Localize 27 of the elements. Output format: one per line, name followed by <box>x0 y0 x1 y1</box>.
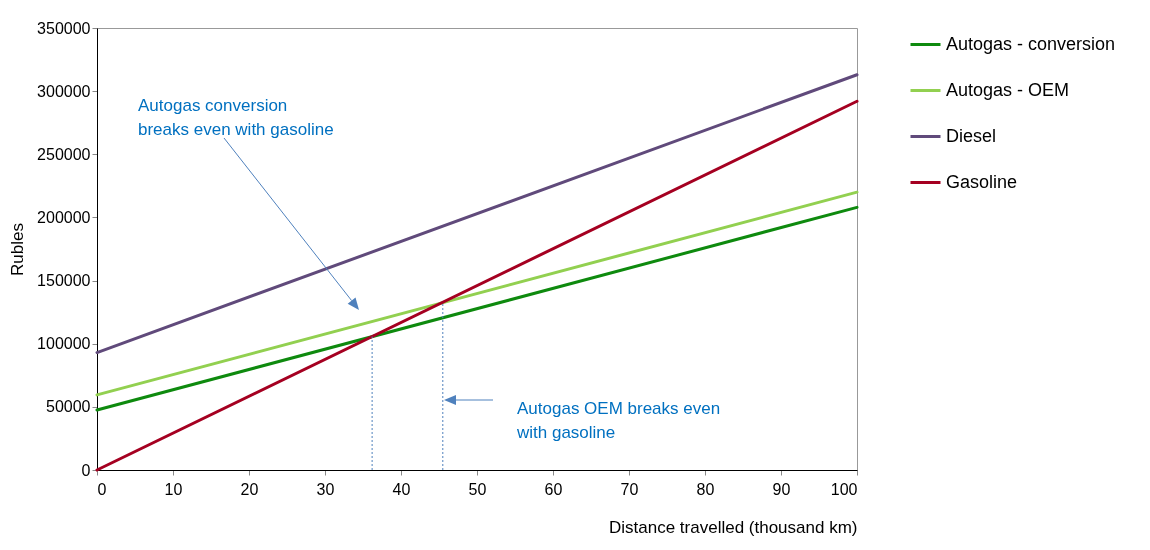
x-tick-label: 60 <box>544 480 563 498</box>
y-tick-label: 250000 <box>37 145 91 163</box>
legend-label: Gasoline <box>946 171 1018 192</box>
x-tick-label: 100 <box>830 480 858 498</box>
legend-label: Diesel <box>946 125 997 146</box>
annotation: Autogas OEM breaks even with gasoline <box>516 399 721 442</box>
x-tick-label: 80 <box>696 480 715 498</box>
x-tick-label: 20 <box>240 480 259 498</box>
y-tick-label: 350000 <box>37 19 91 37</box>
x-tick-label: 90 <box>772 480 791 498</box>
x-tick-label: 70 <box>620 480 639 498</box>
y-tick-label: 100000 <box>37 335 91 353</box>
x-tick-label: 30 <box>316 480 335 498</box>
y-tick-label: 0 <box>81 461 91 479</box>
x-tick-label: 40 <box>392 480 411 498</box>
legend-label: Autogas - OEM <box>946 79 1070 100</box>
x-tick-label: 50 <box>468 480 487 498</box>
x-tick-label: 0 <box>97 480 107 498</box>
annotation: Autogas conversion breaks even with gasoline <box>138 96 334 139</box>
x-axis-title: Distance travelled (thousand km) <box>608 517 858 537</box>
x-tick-label: 10 <box>164 480 183 498</box>
legend-label: Autogas - conversion <box>946 33 1116 54</box>
y-tick-label: 50000 <box>46 398 91 416</box>
y-tick-label: 150000 <box>37 272 91 290</box>
y-axis-title: Rubles <box>8 223 28 276</box>
y-tick-label: 200000 <box>37 208 91 226</box>
y-tick-label: 300000 <box>37 82 91 100</box>
